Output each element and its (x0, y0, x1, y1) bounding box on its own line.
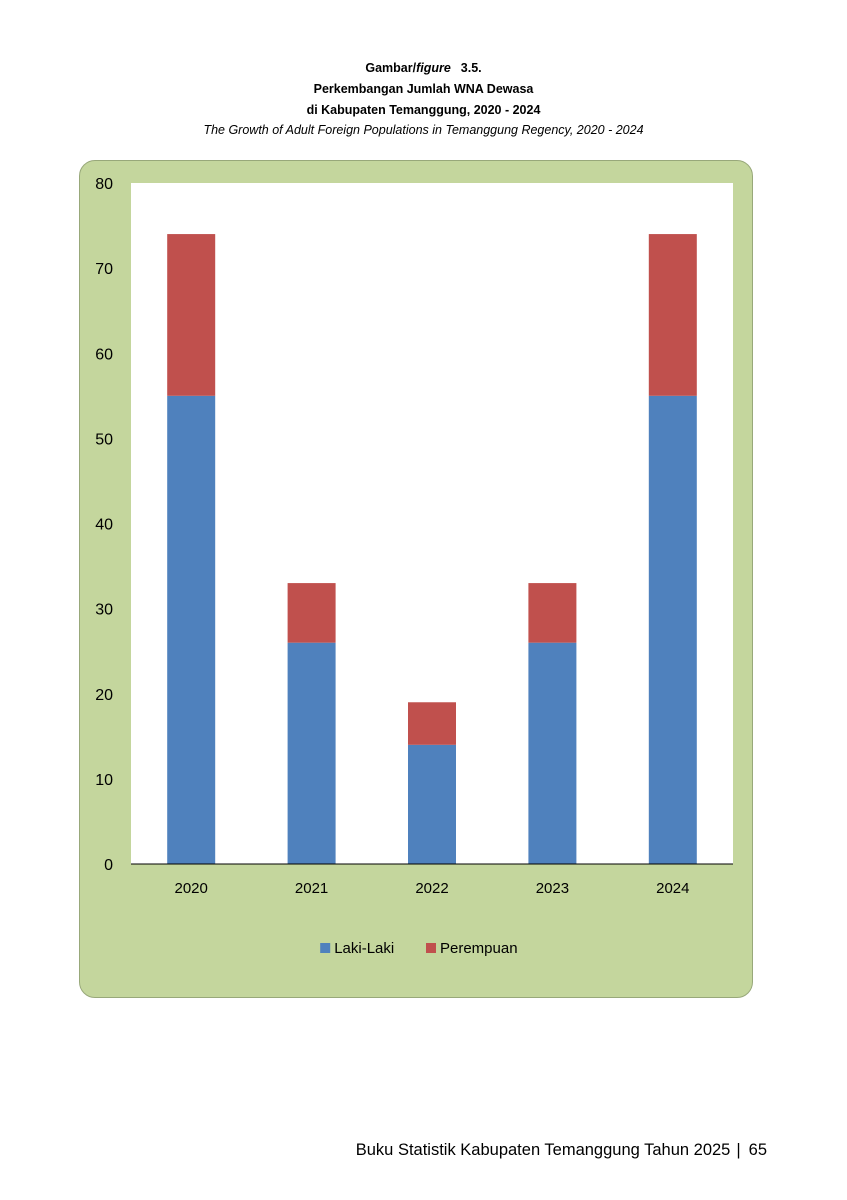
figure-title-en: The Growth of Adult Foreign Populations … (203, 123, 644, 137)
y-tick-label: 40 (95, 517, 113, 534)
x-tick-label: 2020 (175, 880, 208, 897)
page-footer: Buku Statistik Kabupaten Temanggung Tahu… (356, 1141, 767, 1160)
bar-perempuan (528, 583, 577, 643)
chart-panel: 0 10 20 30 40 50 60 70 80 2020 2021 2022 2023 2024 Lak… (79, 160, 753, 998)
bar-laki-laki (648, 395, 697, 864)
page-number: 65 (748, 1141, 767, 1159)
y-tick-label: 10 (95, 772, 113, 789)
footer-publication-title: Buku Statistik Kabupaten Temanggung Tahu… (355, 1141, 731, 1159)
x-tick-label: 2022 (415, 880, 448, 897)
figure-number-value: 3.5. (460, 61, 482, 75)
x-tick-label: 2024 (656, 880, 689, 897)
bar-perempuan (287, 583, 336, 643)
y-tick-label: 50 (95, 431, 113, 448)
figure-title-id: Perkembangan Jumlah WNA Dewasa (313, 82, 534, 96)
bar-perempuan (167, 234, 216, 396)
y-tick-label: 70 (95, 261, 113, 278)
x-tick-label: 2023 (536, 880, 569, 897)
legend-swatch (426, 943, 436, 953)
bar-laki-laki (287, 642, 336, 864)
bar-laki-laki (528, 642, 577, 864)
y-tick-label: 20 (95, 687, 113, 704)
figure-number: Gambar/figure 3.5. (0, 58, 847, 79)
bar-perempuan (648, 234, 697, 396)
figure-label-italic: figure (416, 61, 451, 75)
stacked-bar-chart: 0 10 20 30 40 50 60 70 80 2020 2021 2022 2023 2024 Lak… (95, 176, 733, 957)
y-tick-label: 80 (95, 176, 113, 193)
footer-separator: | (736, 1141, 741, 1159)
x-tick-label: 2021 (295, 880, 328, 897)
legend-swatch (320, 943, 331, 953)
figure-header: Gambar/figure 3.5. Perkembangan Jumlah WN… (0, 58, 847, 139)
y-tick-label: 60 (95, 346, 113, 363)
bar-laki-laki (167, 395, 216, 864)
bar-laki-laki (408, 744, 456, 864)
y-tick-label: 0 (104, 857, 113, 874)
legend-label: Perempuan (440, 940, 518, 957)
figure-title-id-location: di Kabupaten Temanggung, 2020 - 2024 (306, 103, 541, 117)
y-tick-label: 30 (95, 602, 113, 619)
legend-label: Laki-Laki (334, 940, 394, 957)
bar-perempuan (408, 702, 456, 745)
figure-label-prefix: Gambar/ (365, 61, 417, 75)
